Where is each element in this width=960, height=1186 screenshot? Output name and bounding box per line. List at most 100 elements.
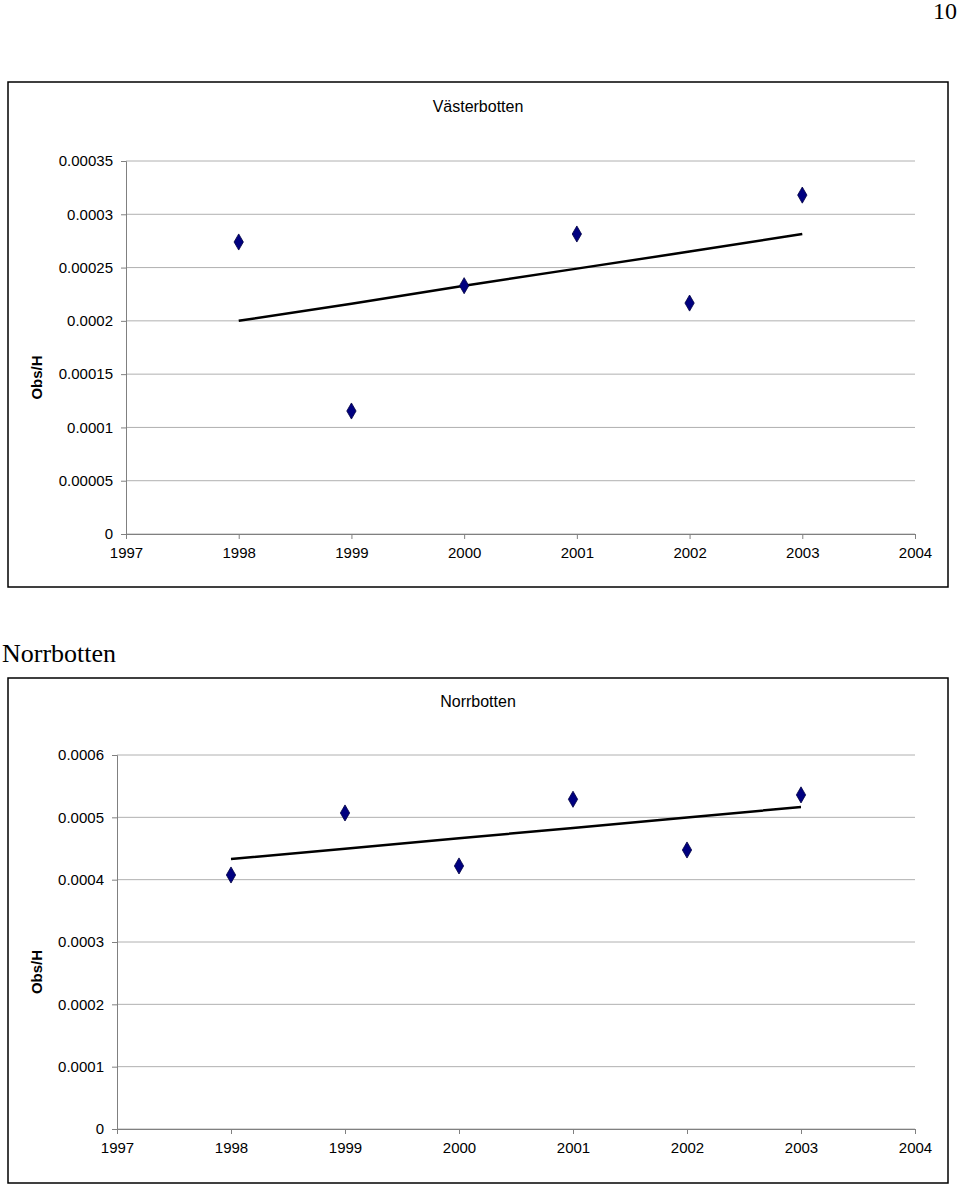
x-tick-label: 2000 (448, 544, 481, 561)
x-tick-mark (573, 1129, 574, 1134)
data-point (568, 791, 577, 807)
grid-line (126, 214, 915, 215)
y-tick-label: 0 (96, 1120, 104, 1137)
x-tick-label: 2003 (786, 544, 819, 561)
y-tick-label: 0.00005 (59, 472, 113, 489)
x-tick-mark (577, 534, 578, 539)
x-tick-mark (915, 534, 916, 539)
x-tick-mark (801, 1129, 802, 1134)
y-tick-label: 0.0005 (58, 809, 104, 826)
y-tick: 0.00035 (59, 152, 126, 169)
x-tick-label: 1999 (329, 1139, 362, 1156)
trend-line (239, 234, 803, 321)
x-tick-mark (117, 1129, 118, 1134)
section-heading: Norrbotten (2, 639, 116, 668)
x-tick: 1998 (215, 1129, 248, 1156)
y-tick: 0.0001 (58, 1058, 117, 1075)
y-tick: 0 (105, 525, 126, 542)
y-tick-label: 0 (105, 525, 113, 542)
x-tick-label: 2002 (673, 544, 706, 561)
data-point (796, 787, 805, 803)
y-tick-label: 0.0001 (67, 419, 113, 436)
x-tick: 2000 (443, 1129, 476, 1156)
chart-title: Västerbotten (433, 98, 524, 115)
trend-line (231, 807, 801, 859)
data-point (347, 403, 356, 419)
y-tick-mark (121, 374, 126, 375)
y-tick-label: 0.0002 (67, 312, 113, 329)
y-tick: 0.0004 (58, 871, 117, 888)
x-tick: 1999 (335, 534, 368, 561)
y-tick: 0.0003 (58, 933, 117, 950)
y-tick-mark (112, 1004, 117, 1005)
x-tick: 1998 (223, 534, 256, 561)
x-tick: 1999 (329, 1129, 362, 1156)
y-tick-label: 0.0004 (58, 871, 104, 888)
y-tick: 0.0002 (58, 996, 117, 1013)
y-tick-label: 0.0001 (58, 1058, 104, 1075)
y-tick-label: 0.0003 (67, 206, 113, 223)
grid-line (126, 161, 915, 162)
x-tick-mark (802, 534, 803, 539)
y-tick-label: 0.00025 (59, 259, 113, 276)
y-tick: 0.00025 (59, 259, 126, 276)
x-tick: 2000 (448, 534, 481, 561)
x-tick: 2004 (899, 534, 932, 561)
y-tick-mark (121, 214, 126, 215)
x-tick-mark (459, 1129, 460, 1134)
y-tick-mark (112, 755, 117, 756)
data-point (572, 226, 581, 242)
data-point (226, 867, 235, 883)
y-tick-mark (112, 1129, 117, 1130)
x-tick-mark (345, 1129, 346, 1134)
data-point (454, 858, 463, 874)
grid-line (126, 267, 915, 268)
y-tick: 0.0002 (67, 312, 126, 329)
y-tick: 0.0006 (58, 746, 117, 763)
x-tick: 2001 (557, 1129, 590, 1156)
y-axis-line (121, 162, 127, 535)
x-tick-label: 1997 (101, 1139, 134, 1156)
data-point (459, 278, 468, 294)
y-tick-mark (121, 321, 126, 322)
grid-line (126, 374, 915, 375)
x-axis: 19971998199920002001200220032004 (110, 534, 932, 561)
x-tick: 2004 (899, 1129, 932, 1156)
y-tick-mark (121, 161, 126, 162)
y-tick-mark (121, 534, 126, 535)
x-tick-label: 2003 (785, 1139, 818, 1156)
grid-line (126, 480, 915, 481)
x-tick-label: 2002 (671, 1139, 704, 1156)
data-point (798, 187, 807, 203)
x-tick-label: 2001 (557, 1139, 590, 1156)
y-tick: 0.0005 (58, 809, 117, 826)
y-tick: 0.00005 (59, 472, 126, 489)
x-tick-mark (687, 1129, 688, 1134)
x-tick-label: 1998 (215, 1139, 248, 1156)
x-tick-label: 2000 (443, 1139, 476, 1156)
x-tick-label: 2001 (561, 544, 594, 561)
grid (126, 161, 915, 534)
y-tick-label: 0.00035 (59, 152, 113, 169)
grid-line (117, 755, 915, 756)
y-tick-mark (121, 268, 126, 269)
x-tick-label: 2004 (899, 544, 932, 561)
y-tick-mark (121, 481, 126, 482)
x-tick-mark (126, 534, 127, 539)
x-tick: 2003 (786, 534, 819, 561)
chart: 0 0.00005 0.0001 0.00015 0.0002 0.00025 0.0003… (8, 82, 948, 587)
y-tick-label: 0.0003 (58, 933, 104, 950)
page: 10Norrbotten00.000050.00010.000150.00020… (0, 0, 960, 1186)
x-tick-label: 1999 (335, 544, 368, 561)
grid-line (117, 942, 915, 943)
x-tick-mark (915, 1129, 916, 1134)
x-tick: 2003 (785, 1129, 818, 1156)
y-tick-label: 0.00015 (59, 365, 113, 382)
y-axis-title: Obs/H (28, 950, 45, 994)
y-tick: 0 (96, 1120, 117, 1137)
y-tick: 0.0003 (67, 206, 126, 223)
x-tick: 1997 (101, 1129, 134, 1156)
y-axis-title: Obs/H (28, 355, 45, 399)
x-axis-line (118, 1130, 916, 1135)
x-tick-mark (351, 534, 352, 539)
